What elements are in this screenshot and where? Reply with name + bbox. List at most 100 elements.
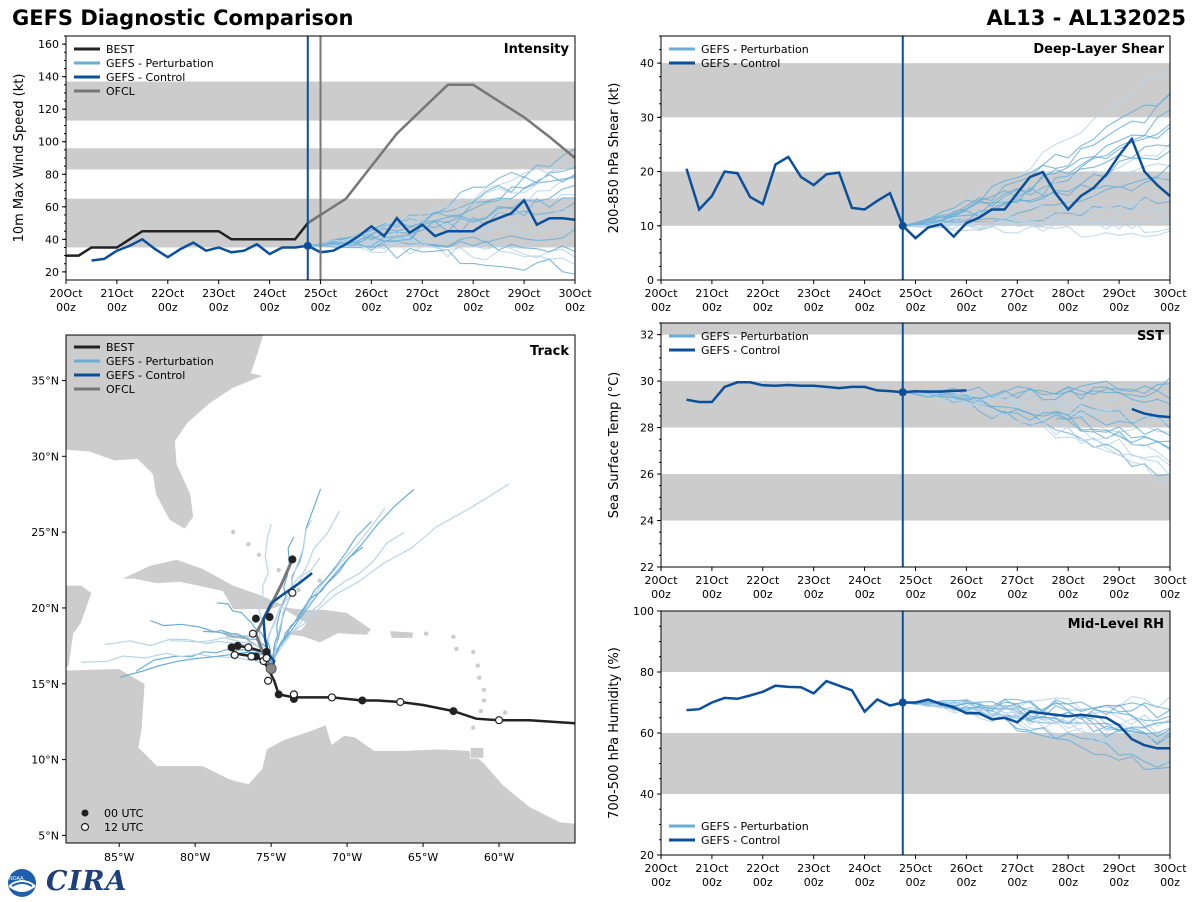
shear-xtick-label: 00z xyxy=(702,301,722,314)
sst-ytick-label: 22 xyxy=(640,561,654,574)
marker-12utc xyxy=(327,693,336,702)
intensity-ytick-label: 40 xyxy=(45,233,59,246)
panel-sst: 22242628303220Oct00z21Oct00z22Oct00z23Oc… xyxy=(607,322,1187,601)
shear-perturbation-line xyxy=(902,71,1170,227)
shear-plot-area xyxy=(661,63,1170,240)
shear-control-line xyxy=(685,136,1170,240)
land-mass-1 xyxy=(120,558,285,610)
track-frame xyxy=(65,334,576,844)
shear-init-marker xyxy=(898,221,907,230)
intensity-xtick-label: 20Oct xyxy=(49,287,83,300)
marker-00utc xyxy=(265,613,274,622)
rh-xtick-label: 00z xyxy=(957,876,977,889)
marker-00utc xyxy=(288,555,297,564)
rh-ylabel: 700-500 hPa Humidity (%) xyxy=(607,647,622,819)
track-map-area xyxy=(66,335,575,843)
marker-12utc xyxy=(263,676,273,685)
sst-ytick-label: 26 xyxy=(640,468,654,481)
intensity-ytick-label: 120 xyxy=(38,103,59,116)
sst-xtick-label: 00z xyxy=(1160,588,1180,601)
legend-marker-00utc xyxy=(81,809,89,817)
intensity-xtick-label: 00z xyxy=(158,301,178,314)
sst-xtick-label: 00z xyxy=(855,588,875,601)
sst-perturbation-line xyxy=(1055,382,1170,396)
land-mass-0 xyxy=(66,335,265,530)
rh-xtick-label: 00z xyxy=(651,876,671,889)
intensity-xtick-label: 26Oct xyxy=(355,287,389,300)
shear-band-0 xyxy=(661,171,1170,226)
sst-perturbation-line xyxy=(902,391,1170,451)
panel-shear: 01020304020Oct00z21Oct00z22Oct00z23Oct00… xyxy=(607,35,1187,314)
intensity-xtick-label: 00z xyxy=(260,301,280,314)
sst-xtick-label: 28Oct xyxy=(1052,574,1086,587)
land-mass-5 xyxy=(66,584,93,670)
rh-xtick-label: 29Oct xyxy=(1103,862,1137,875)
sst-perturbation-line xyxy=(1055,404,1170,421)
sst-xtick-label: 00z xyxy=(1109,588,1129,601)
intensity-panel-label: Intensity xyxy=(504,42,570,57)
shear-xtick-label: 24Oct xyxy=(848,287,882,300)
perturbation-track xyxy=(81,652,272,670)
land-mass-7 xyxy=(469,747,485,759)
sst-xtick-label: 20Oct xyxy=(644,574,678,587)
page-title: GEFS Diagnostic Comparison xyxy=(12,6,354,30)
sst-xtick-label: 00z xyxy=(906,588,926,601)
sst-band-0 xyxy=(661,474,1170,521)
track-xtick-label: 85°W xyxy=(104,851,134,864)
shear-perturbation-line xyxy=(902,93,1170,227)
shear-legend-label: GEFS - Control xyxy=(701,57,780,70)
shear-ytick-label: 10 xyxy=(640,220,654,233)
rh-xtick-label: 26Oct xyxy=(950,862,984,875)
shear-xtick-label: 00z xyxy=(957,301,977,314)
island xyxy=(502,710,508,715)
sst-perturbation-line xyxy=(902,391,1170,449)
intensity-legend-label: GEFS - Perturbation xyxy=(106,57,214,70)
rh-perturbation-line xyxy=(902,701,1170,765)
shear-xtick-label: 00z xyxy=(804,301,824,314)
shear-xtick-label: 28Oct xyxy=(1052,287,1086,300)
sst-xtick-label: 25Oct xyxy=(899,574,933,587)
shear-perturbation-line xyxy=(902,150,1170,227)
track-ytick-label: 10°N xyxy=(31,754,59,767)
panel-rh: 2040608010020Oct00z21Oct00z22Oct00z23Oct… xyxy=(607,605,1187,889)
shear-xtick-label: 00z xyxy=(651,301,671,314)
sst-xtick-label: 00z xyxy=(957,588,977,601)
intensity-xtick-label: 00z xyxy=(209,301,229,314)
intensity-xtick-label: 23Oct xyxy=(202,287,236,300)
shear-legend-label: GEFS - Perturbation xyxy=(701,43,809,56)
sst-perturbation-line xyxy=(902,387,1170,405)
current-position-marker xyxy=(265,663,277,675)
land-mass-3 xyxy=(389,630,415,639)
track-xtick-label: 60°W xyxy=(484,851,514,864)
rh-xtick-label: 20Oct xyxy=(644,862,678,875)
sst-xtick-label: 30Oct xyxy=(1153,574,1187,587)
intensity-ytick-label: 160 xyxy=(38,38,59,51)
intensity-xtick-label: 00z xyxy=(107,301,127,314)
marker-00utc xyxy=(251,614,260,623)
rh-xtick-label: 00z xyxy=(1160,876,1180,889)
sst-perturbation-line xyxy=(1055,421,1170,463)
rh-ytick-label: 20 xyxy=(640,849,654,862)
rh-xtick-label: 00z xyxy=(702,876,722,889)
rh-xtick-label: 00z xyxy=(1007,876,1027,889)
island xyxy=(475,663,480,668)
sst-ytick-label: 32 xyxy=(640,329,654,342)
track-legend-label: GEFS - Perturbation xyxy=(106,355,214,368)
track-ytick-label: 35°N xyxy=(31,374,59,387)
shear-perturbation-line xyxy=(902,200,1170,229)
shear-xtick-label: 22Oct xyxy=(746,287,780,300)
intensity-legend-label: BEST xyxy=(106,43,134,56)
rh-xtick-label: 23Oct xyxy=(797,862,831,875)
rh-control-line xyxy=(686,679,1170,750)
intensity-xtick-label: 24Oct xyxy=(253,287,287,300)
intensity-init-marker xyxy=(303,241,312,250)
shear-perturbation-line xyxy=(902,208,1170,230)
rh-xtick-label: 24Oct xyxy=(848,862,882,875)
shear-xtick-label: 00z xyxy=(1058,301,1078,314)
intensity-xtick-label: 21Oct xyxy=(100,287,134,300)
marker-12utc xyxy=(396,697,405,707)
intensity-perturbation-line xyxy=(307,159,575,247)
sst-perturbation-line xyxy=(1055,403,1170,429)
intensity-perturbation-line xyxy=(307,228,575,249)
sst-legend-label: GEFS - Control xyxy=(701,344,780,357)
